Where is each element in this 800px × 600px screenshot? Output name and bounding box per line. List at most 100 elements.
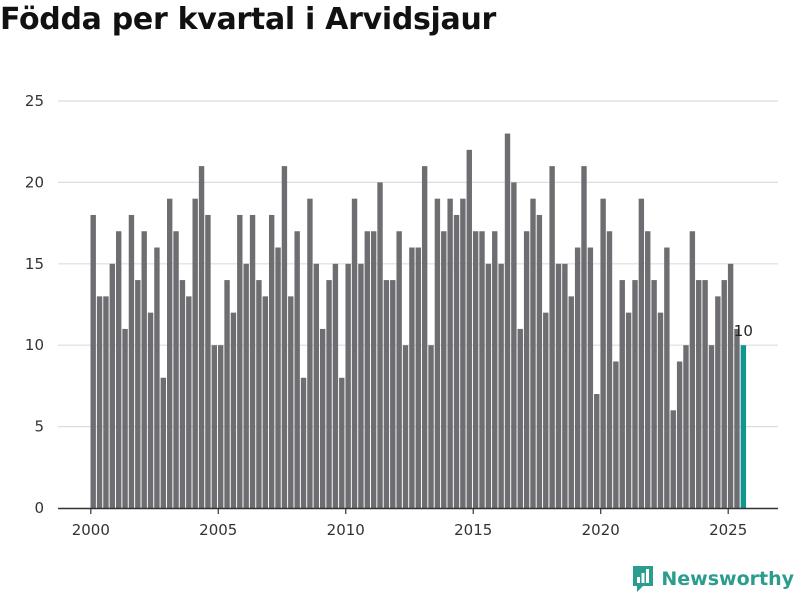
bar <box>116 231 122 509</box>
bar <box>192 198 198 508</box>
bar <box>428 345 434 508</box>
bar <box>281 166 288 508</box>
bar <box>498 263 504 508</box>
bar <box>262 296 268 508</box>
x-tick-label: 2015 <box>454 521 492 539</box>
y-tick-label: 5 <box>34 418 44 436</box>
bar <box>205 214 211 508</box>
bar <box>103 296 109 508</box>
bar <box>275 247 281 508</box>
data-label: 10 <box>734 322 753 340</box>
brand: Newsworthy <box>631 564 794 594</box>
bar <box>256 280 262 508</box>
bar <box>90 214 96 508</box>
bar <box>173 231 179 509</box>
bar <box>721 280 727 508</box>
bar <box>300 377 307 508</box>
labels: 10 <box>734 322 753 340</box>
x-tick-label: 2010 <box>327 521 365 539</box>
bar <box>619 280 625 508</box>
bar <box>109 263 116 508</box>
bar <box>485 263 492 508</box>
bar <box>581 166 587 508</box>
bar <box>402 345 409 508</box>
bar <box>594 394 600 508</box>
bar <box>657 312 664 508</box>
bar <box>689 231 696 509</box>
bar <box>154 247 160 508</box>
y-tick-label: 25 <box>25 92 44 110</box>
bar <box>345 263 351 508</box>
bar <box>696 280 702 508</box>
bar <box>504 133 511 508</box>
bar <box>128 214 135 508</box>
bar <box>543 312 549 508</box>
bar <box>307 198 313 508</box>
bar <box>370 231 377 509</box>
bar <box>122 328 128 508</box>
bar <box>625 312 632 508</box>
bar <box>574 247 581 508</box>
bar <box>326 280 332 508</box>
bar <box>237 214 243 508</box>
bar <box>492 231 498 509</box>
bar <box>708 345 715 508</box>
bar <box>511 182 517 508</box>
bar <box>587 247 594 508</box>
bar <box>166 198 173 508</box>
bar <box>702 280 708 508</box>
bar <box>383 280 390 508</box>
bar <box>415 247 421 508</box>
bar <box>217 345 224 508</box>
bar <box>466 149 472 508</box>
brand-name: Newsworthy <box>661 568 794 590</box>
bar <box>664 247 670 508</box>
bar <box>135 280 141 508</box>
bar <box>358 263 364 508</box>
bars <box>90 133 747 509</box>
y-tick-label: 20 <box>25 173 44 191</box>
bar <box>638 198 645 508</box>
bar <box>396 231 402 509</box>
y-tick-label: 0 <box>34 499 44 517</box>
bar <box>562 263 568 508</box>
bar <box>632 280 638 508</box>
bar <box>339 377 345 508</box>
bar <box>676 361 683 508</box>
bar <box>211 345 218 508</box>
bar <box>198 166 205 508</box>
bar <box>441 231 447 509</box>
bar <box>249 214 256 508</box>
bar <box>600 198 606 508</box>
bar <box>530 198 536 508</box>
bar <box>517 328 523 508</box>
bar <box>377 182 383 508</box>
bar <box>313 263 319 508</box>
bar <box>96 296 103 508</box>
bar <box>555 263 562 508</box>
bar <box>421 166 428 508</box>
x-tick-label: 2000 <box>72 521 110 539</box>
bar <box>288 296 294 508</box>
x-tick-label: 2005 <box>199 521 237 539</box>
newsworthy-logo-icon <box>633 566 654 592</box>
y-tick-label: 10 <box>25 336 44 354</box>
bar <box>734 328 740 508</box>
bar <box>364 231 370 509</box>
bar <box>536 214 543 508</box>
y-tick-label: 15 <box>25 255 44 273</box>
bar <box>390 280 396 508</box>
bar <box>332 263 339 508</box>
bar <box>147 312 154 508</box>
bar <box>294 231 300 509</box>
bar <box>715 296 721 508</box>
bar <box>447 198 453 508</box>
bar <box>670 410 676 508</box>
bar <box>160 377 167 508</box>
bar <box>683 345 689 508</box>
x-tick-label: 2025 <box>709 521 747 539</box>
bar <box>141 231 147 509</box>
bar <box>613 361 619 508</box>
